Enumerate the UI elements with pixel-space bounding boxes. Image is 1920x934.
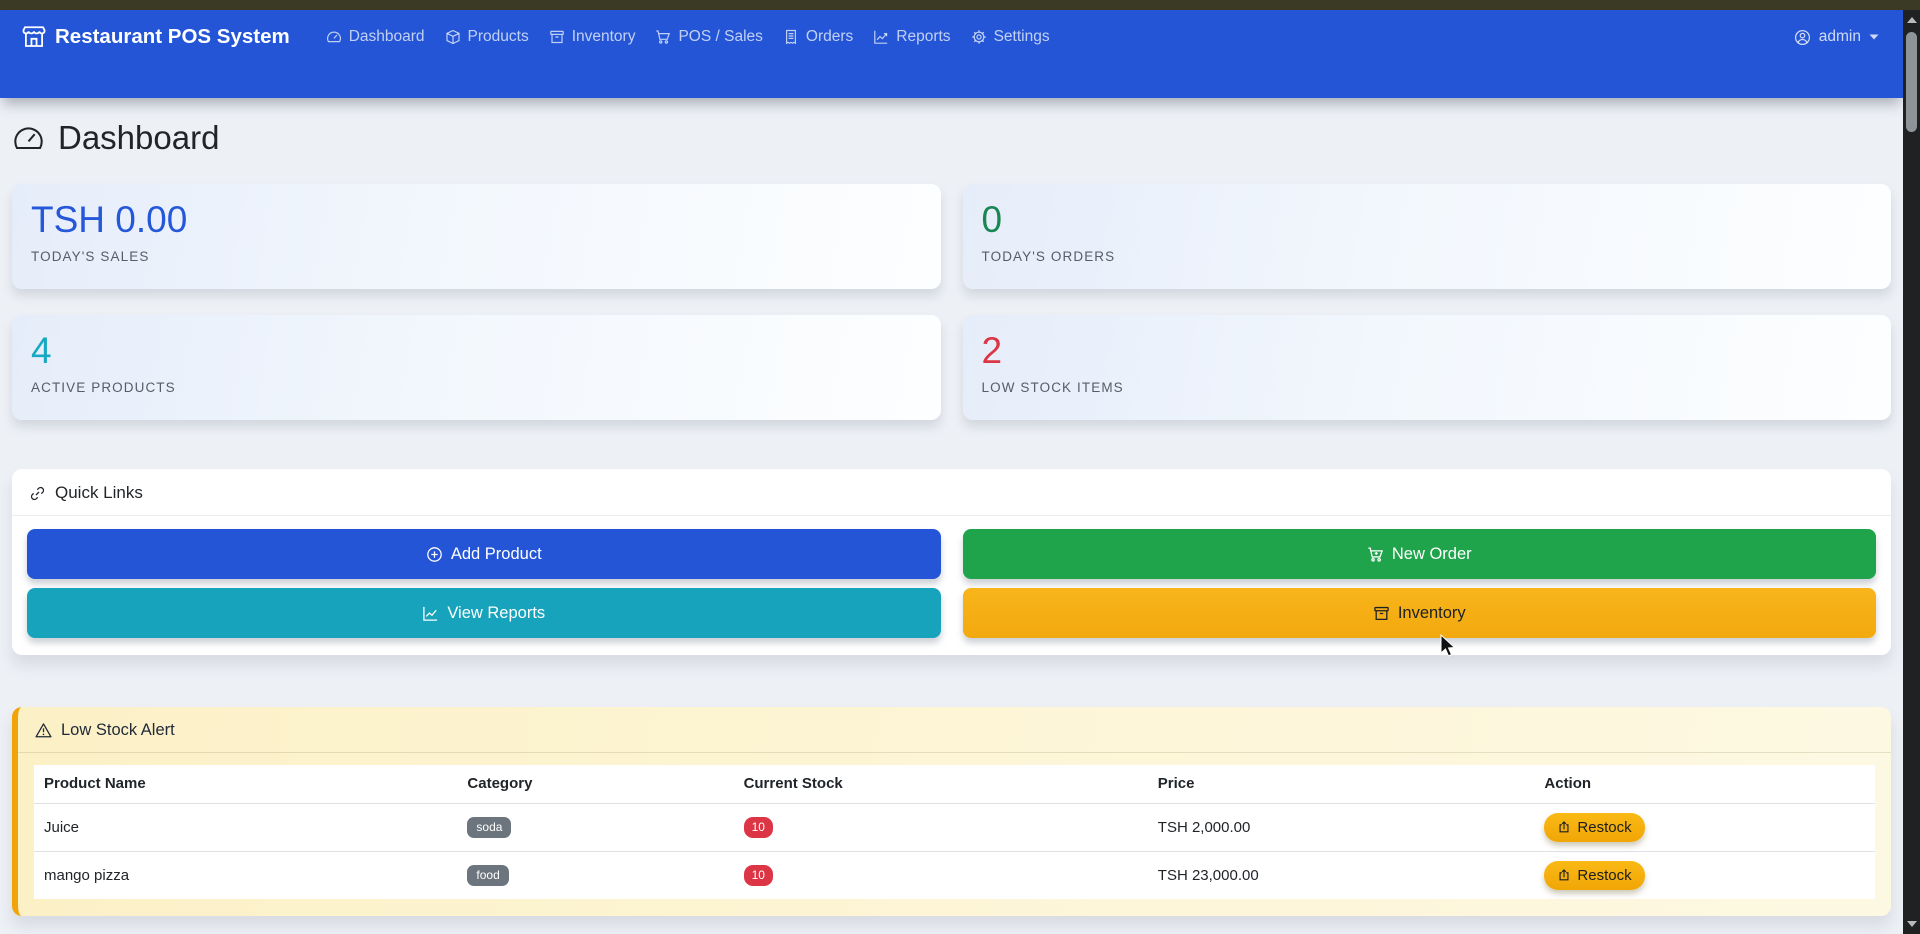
scroll-down-arrow-icon[interactable] (1903, 916, 1920, 932)
button-label: Restock (1577, 818, 1632, 836)
restock-button[interactable]: Restock (1544, 860, 1645, 890)
cell-product: Juice (34, 802, 458, 851)
stat-card-active-products: 4 ACTIVE PRODUCTS (12, 315, 941, 420)
inventory-button[interactable]: Inventory (962, 588, 1876, 638)
archive-icon (549, 30, 564, 44)
button-label: Inventory (1397, 603, 1466, 622)
archive-icon (1374, 606, 1389, 620)
nav-item-products[interactable]: Products (445, 28, 529, 46)
stock-badge: 10 (743, 816, 773, 838)
cell-price: TSH 23,000.00 (1147, 850, 1535, 899)
graph-up-icon (874, 30, 888, 44)
category-badge: food (467, 864, 509, 886)
graph-up-icon (423, 606, 438, 621)
receipt-icon (785, 29, 796, 45)
nav-item-label: Settings (993, 28, 1050, 45)
speedometer-icon (326, 31, 341, 43)
stat-value: 0 (981, 199, 1003, 240)
view-reports-button[interactable]: View Reports (27, 588, 941, 638)
person-circle-icon (1794, 29, 1810, 45)
speedometer-icon (14, 126, 43, 149)
quick-links-header: Quick Links (12, 469, 1891, 516)
nav-item-label: Reports (896, 28, 951, 45)
nav-item-orders[interactable]: Orders (783, 28, 853, 46)
box-arrow-up-icon (1559, 821, 1569, 833)
nav-item-dashboard[interactable]: Dashboard (326, 28, 425, 46)
box-icon (445, 29, 460, 45)
cell-price: TSH 2,000.00 (1147, 802, 1535, 851)
stat-value: 2 (981, 330, 1003, 371)
quick-links-title: Quick Links (55, 483, 143, 502)
button-label: View Reports (447, 603, 546, 622)
col-header-price: Price (1157, 775, 1195, 793)
table-header-row: Product Name Category Current Stock Pric… (34, 765, 1875, 803)
cart-plus-icon (1368, 546, 1383, 562)
col-header-product: Product Name (44, 775, 146, 793)
restock-button[interactable]: Restock (1544, 812, 1645, 842)
table-row: Juice soda 10 TSH 2,000.00 Restock (34, 802, 1875, 851)
stat-card-todays-sales: TSH 0.00 TODAY'S SALES (12, 184, 941, 289)
nav-item-label: Products (467, 28, 529, 45)
stat-label: TODAY'S ORDERS (981, 248, 1116, 264)
nav-item-label: Orders (805, 28, 854, 45)
nav-item-settings[interactable]: Settings (971, 28, 1050, 46)
button-label: Add Product (450, 544, 542, 563)
low-stock-title: Low Stock Alert (61, 721, 175, 739)
nav-links: Dashboard Products Inventory POS / Sales (326, 28, 1050, 46)
low-stock-table: Product Name Category Current Stock Pric… (34, 765, 1875, 899)
stat-card-low-stock-items: 2 LOW STOCK ITEMS (962, 315, 1891, 420)
category-badge: soda (467, 816, 512, 838)
link-icon (30, 486, 45, 500)
stat-label: LOW STOCK ITEMS (981, 379, 1124, 395)
nav-item-label: POS / Sales (678, 28, 763, 45)
brand-label: Restaurant POS System (55, 25, 290, 48)
box-arrow-up-icon (1559, 869, 1569, 881)
shop-icon (22, 26, 46, 47)
user-menu[interactable]: admin (1794, 28, 1879, 46)
brand[interactable]: Restaurant POS System (22, 25, 290, 49)
scrollbar-thumb[interactable] (1906, 32, 1917, 132)
stat-label: TODAY'S SALES (31, 248, 150, 264)
nav-item-label: Inventory (571, 28, 636, 45)
quick-links-body: Add Product New Order View Reports (12, 516, 1891, 655)
user-label: admin (1818, 28, 1861, 45)
button-label: New Order (1391, 544, 1472, 563)
cart-icon (656, 30, 671, 44)
stat-value: 4 (31, 330, 52, 371)
quick-links-panel: Quick Links Add Product New Order (12, 469, 1891, 655)
col-header-stock: Current Stock (743, 775, 843, 793)
nav-item-reports[interactable]: Reports (873, 28, 951, 46)
nav-item-pos-sales[interactable]: POS / Sales (655, 28, 763, 46)
add-product-button[interactable]: Add Product (27, 529, 941, 579)
low-stock-header: Low Stock Alert (18, 707, 1891, 753)
stat-card-todays-orders: 0 TODAY'S ORDERS (962, 184, 1891, 289)
new-order-button[interactable]: New Order (962, 529, 1876, 579)
window-top-edge (0, 0, 1920, 10)
stock-badge: 10 (743, 864, 773, 886)
plus-circle-icon (427, 546, 442, 562)
top-navbar: Restaurant POS System Dashboard Products (0, 10, 1903, 98)
button-label: Restock (1577, 866, 1632, 884)
stat-label: ACTIVE PRODUCTS (31, 379, 176, 395)
exclamation-triangle-icon (35, 723, 52, 738)
page-title: Dashboard (12, 119, 1891, 157)
stat-value: TSH 0.00 (31, 199, 188, 240)
nav-item-label: Dashboard (348, 28, 425, 45)
caret-down-icon (1869, 34, 1879, 40)
stats-grid: TSH 0.00 TODAY'S SALES 0 TODAY'S ORDERS … (12, 184, 1891, 420)
col-header-category: Category (467, 775, 533, 793)
vertical-scrollbar[interactable] (1903, 10, 1920, 934)
cell-product: mango pizza (34, 850, 458, 899)
low-stock-alert-panel: Low Stock Alert Product Name Category Cu… (12, 707, 1891, 916)
scroll-up-arrow-icon[interactable] (1903, 12, 1920, 28)
nav-item-inventory[interactable]: Inventory (549, 28, 636, 46)
low-stock-table-wrap: Product Name Category Current Stock Pric… (18, 753, 1891, 916)
gear-icon (971, 30, 986, 44)
table-row: mango pizza food 10 TSH 23,000.00 Restoc… (34, 850, 1875, 899)
col-header-action: Action (1544, 775, 1592, 793)
page-title-label: Dashboard (58, 119, 220, 156)
